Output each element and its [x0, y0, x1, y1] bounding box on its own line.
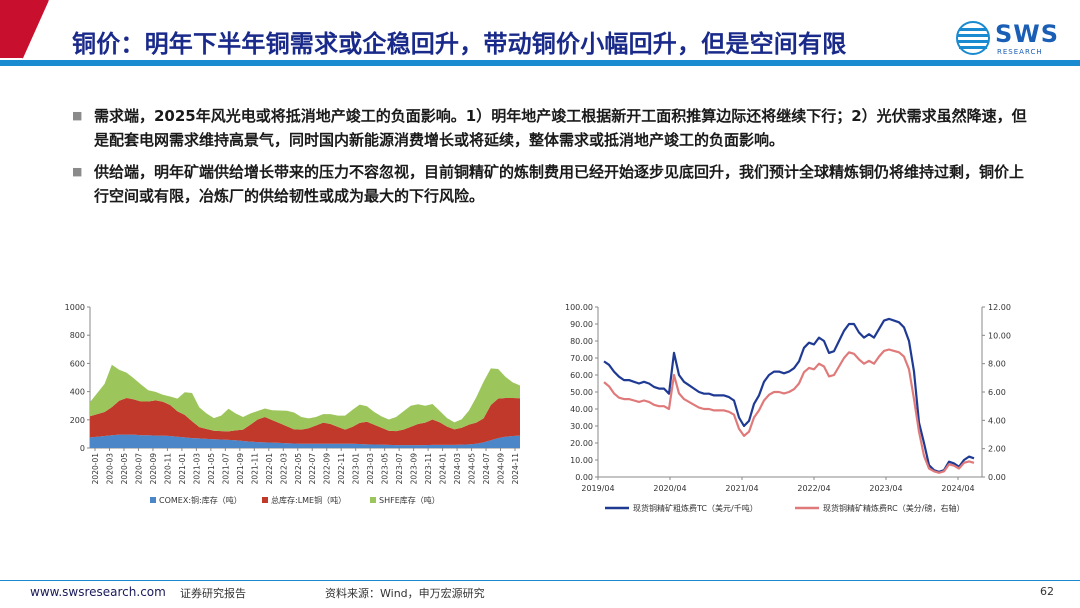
y-tick-label-left: 70.00	[570, 354, 593, 363]
bullet-text: 需求端，2025年风光电或将抵消地产竣工的负面影响。1）明年地产竣工根据新开工面…	[94, 107, 1027, 149]
y-tick-label: 200	[70, 416, 85, 425]
title-bar-decoration	[0, 0, 1080, 66]
y-tick-label-right: 6.00	[988, 388, 1006, 397]
legend-label: 总库存:LME铜（吨）	[271, 495, 346, 505]
y-tick-label-left: 80.00	[570, 337, 593, 346]
y-tick-label-left: 60.00	[570, 371, 593, 380]
inventory-chart: 0 200 400 600 800 1000 2020-01 2020-03 2020-05 20…	[65, 303, 520, 505]
legend-swatch	[370, 497, 376, 503]
x-tick-label: 2024-03	[453, 453, 462, 485]
legend-label: 现货铜精矿粗炼费TC（美元/千吨）	[633, 503, 758, 513]
legend-label: 现货铜精矿精炼费RC（美分/磅，右轴）	[823, 503, 964, 513]
x-tick-label: 2022-05	[294, 453, 303, 485]
x-tick-label: 2021-11	[250, 453, 259, 485]
x-tick-label: 2021-05	[207, 453, 216, 485]
sws-logo: SWS RESEARCH	[955, 20, 1065, 56]
x-tick-label: 2023-01	[352, 453, 361, 485]
y-tick-label: 1000	[65, 303, 85, 312]
x-tick-label: 2023-07	[395, 453, 404, 485]
y-tick-label: 600	[70, 359, 85, 368]
y-tick-label-left: 20.00	[570, 439, 593, 448]
x-tick-label: 2020-07	[134, 453, 143, 485]
x-tick-label: 2024-07	[482, 453, 491, 485]
x-tick-label: 2019/04	[581, 484, 614, 493]
y-tick-label-right: 8.00	[988, 360, 1006, 369]
footer-divider	[0, 580, 1080, 581]
legend-swatch	[150, 497, 156, 503]
y-tick-label-right: 10.00	[988, 331, 1011, 340]
x-tick-label: 2023-11	[424, 453, 433, 485]
x-tick-label: 2020-05	[120, 453, 129, 485]
y-tick-label-right: 12.00	[988, 303, 1011, 312]
footer-report-type: 证券研究报告	[180, 587, 246, 600]
sws-globe-icon	[956, 21, 990, 55]
y-tick-label-right: 0.00	[988, 473, 1006, 482]
logo-text: SWS	[995, 20, 1060, 48]
footer-source: 资料来源：Wind，申万宏源研究	[325, 587, 485, 600]
x-tick-label: 2024-01	[439, 453, 448, 485]
x-tick-label: 2021-07	[221, 453, 230, 485]
x-tick-label: 2024/04	[941, 484, 974, 493]
bullet-square-icon: ■	[72, 165, 83, 178]
x-tick-label: 2020-03	[105, 453, 114, 485]
y-tick-label-left: 0.00	[575, 473, 593, 482]
area-series-3	[90, 364, 520, 432]
bullet-list: ■ 需求端，2025年风光电或将抵消地产竣工的负面影响。1）明年地产竣工根据新开…	[72, 104, 1032, 216]
y-tick-label-left: 50.00	[570, 388, 593, 397]
legend-label: SHFE库存（吨）	[379, 495, 440, 505]
bullet-supply: ■ 供给端，明年矿端供给增长带来的压力不容忽视，目前铜精矿的炼制费用已经开始逐步…	[72, 160, 1032, 208]
x-tick-label: 2024-11	[511, 453, 520, 485]
x-tick-label: 2022-11	[337, 453, 346, 485]
x-tick-label: 2024-05	[468, 453, 477, 485]
bullet-text: 供给端，明年矿端供给增长带来的压力不容忽视，目前铜精矿的炼制费用已经开始逐步见底…	[94, 163, 1025, 205]
y-tick-label-left: 100.00	[565, 303, 593, 312]
y-tick-label-left: 40.00	[570, 405, 593, 414]
x-tick-label: 2021/04	[725, 484, 758, 493]
x-tick-label: 2023-09	[410, 453, 419, 485]
x-tick-label: 2023/04	[869, 484, 902, 493]
x-tick-label: 2020-11	[163, 453, 172, 485]
area-series-2	[90, 397, 520, 446]
area-series-1	[90, 434, 520, 448]
bullet-demand: ■ 需求端，2025年风光电或将抵消地产竣工的负面影响。1）明年地产竣工根据新开…	[72, 104, 1032, 152]
x-tick-label: 2021-01	[178, 453, 187, 485]
line-series-1	[603, 317, 975, 473]
y-tick-label: 0	[80, 444, 85, 453]
tc-rc-chart: 0.00 10.00 20.00 30.00 40.00 50.00 60.00 70.00 8…	[565, 303, 1011, 513]
legend-label: COMEX:铜:库存（吨）	[159, 495, 242, 505]
x-tick-label: 2023-03	[366, 453, 375, 485]
title-bar	[0, 0, 1080, 72]
footer-website[interactable]: www.swsresearch.com	[30, 585, 166, 599]
x-tick-label: 2022-07	[308, 453, 317, 485]
bullet-square-icon: ■	[72, 109, 83, 122]
x-tick-label: 2022/04	[797, 484, 830, 493]
x-tick-label: 2024-09	[497, 453, 506, 485]
x-tick-label: 2023-05	[381, 453, 390, 485]
page-title: 铜价：明年下半年铜需求或企稳回升，带动铜价小幅回升，但是空间有限	[72, 30, 847, 58]
y-tick-label: 800	[70, 331, 85, 340]
x-tick-label: 2022-03	[279, 453, 288, 485]
x-tick-label: 2022-09	[323, 453, 332, 485]
x-tick-label: 2020-01	[91, 453, 100, 485]
legend-swatch	[262, 497, 268, 503]
logo-sub: RESEARCH	[997, 48, 1043, 56]
line-series-2	[603, 348, 975, 474]
x-tick-label: 2021-09	[236, 453, 245, 485]
x-tick-label: 2022-01	[265, 453, 274, 485]
y-tick-label-right: 4.00	[988, 416, 1006, 425]
page-number: 62	[1040, 585, 1054, 598]
y-tick-label-left: 90.00	[570, 320, 593, 329]
y-tick-label-left: 10.00	[570, 456, 593, 465]
x-tick-label: 2021-03	[192, 453, 201, 485]
x-tick-label: 2020/04	[653, 484, 686, 493]
y-tick-label-right: 2.00	[988, 445, 1006, 454]
y-tick-label-left: 30.00	[570, 422, 593, 431]
x-tick-label: 2020-09	[149, 453, 158, 485]
y-tick-label: 400	[70, 388, 85, 397]
